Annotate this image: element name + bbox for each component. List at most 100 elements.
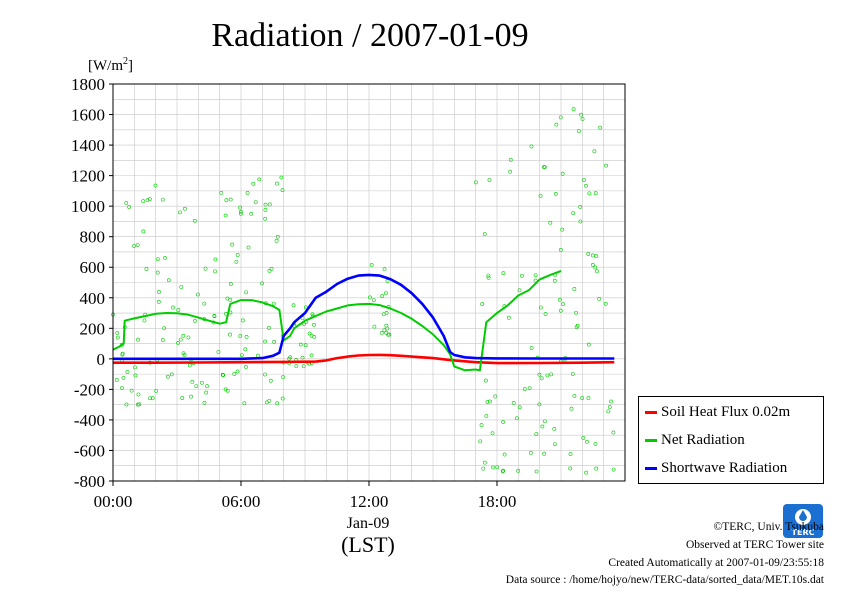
- scatter-point: [280, 396, 285, 401]
- scatter-point: [580, 117, 585, 121]
- scatter-point: [369, 263, 374, 267]
- scatter-point: [312, 322, 316, 327]
- scatter-point: [384, 330, 389, 335]
- scatter-point: [553, 192, 558, 196]
- grid-lines: [113, 83, 625, 482]
- y-tick-label: 200: [80, 319, 106, 338]
- scatter-point: [204, 390, 209, 395]
- y-tick-labels: 1800 1600 1400 1200 1000 800 600 400 200 0 -200 -40…: [71, 75, 113, 491]
- y-axis-label-base: [W/m: [88, 58, 123, 74]
- scatter-point: [522, 387, 527, 392]
- series-line-net-radiation: [112, 270, 562, 372]
- scatter-point: [309, 353, 314, 358]
- scatter-point: [560, 171, 565, 176]
- scatter-point: [576, 129, 581, 134]
- scatter-point: [263, 202, 268, 207]
- scatter-point: [263, 216, 268, 221]
- plot-frame: [112, 83, 626, 482]
- scatter-point: [372, 324, 377, 329]
- scatter-point: [371, 298, 376, 303]
- scatter-point: [163, 255, 167, 260]
- scatter-point: [221, 373, 226, 378]
- y-tick-label: 600: [80, 258, 106, 277]
- scatter-point: [256, 353, 260, 358]
- y-tick-label: 0: [97, 350, 106, 369]
- scatter-point: [538, 193, 543, 198]
- scatter-point: [534, 432, 539, 437]
- scatter-point: [133, 365, 137, 370]
- scatter-point: [473, 180, 478, 185]
- scatter-point: [575, 323, 580, 328]
- scatter-point: [484, 414, 489, 418]
- scatter-point: [586, 252, 591, 256]
- scatter-point: [202, 301, 207, 306]
- scatter-point: [479, 423, 484, 427]
- scatter-point: [194, 384, 199, 389]
- scatter-point: [529, 346, 534, 351]
- scatter-point: [160, 197, 165, 202]
- scatter-point: [187, 363, 192, 368]
- legend-label: Soil Heat Flux 0.02m: [661, 403, 791, 420]
- scatter-point: [481, 466, 486, 471]
- scatter-point: [275, 401, 280, 406]
- scatter-point: [287, 356, 292, 361]
- legend-item-shortwave-radiation: Shortwave Radiation: [645, 457, 787, 479]
- scatter-point: [597, 296, 602, 301]
- scatter-point: [155, 270, 160, 275]
- scatter-point: [595, 269, 599, 274]
- scatter-point: [558, 248, 563, 252]
- scatter-point: [251, 181, 256, 186]
- scatter-point: [225, 388, 230, 393]
- scatter-point: [611, 430, 616, 435]
- scatter-point: [300, 355, 305, 360]
- scatter-point: [592, 149, 597, 154]
- scatter-point: [384, 311, 389, 315]
- scatter-point: [125, 370, 130, 374]
- logo-text: TERC: [792, 528, 815, 537]
- scatter-point: [169, 372, 174, 377]
- scatter-point: [574, 310, 578, 315]
- scatter-point: [578, 219, 583, 224]
- scatter-point: [132, 244, 136, 248]
- scatter-point: [552, 427, 557, 431]
- scatter-point: [267, 398, 272, 403]
- scatter-point: [298, 342, 303, 347]
- scatter-point: [240, 318, 245, 323]
- footer-copyright: ©TERC, Univ. Tsukuba: [713, 521, 824, 533]
- scatter-point: [538, 305, 543, 310]
- scatter-point: [572, 394, 577, 398]
- scatter-point: [267, 326, 271, 330]
- legend-swatch-green: [645, 438, 657, 442]
- scatter-point: [244, 290, 248, 295]
- scatter-point: [508, 157, 513, 162]
- scatter-point: [568, 466, 573, 471]
- scatter-point: [133, 373, 138, 378]
- scatter-point: [487, 178, 492, 183]
- y-tick-label: -600: [74, 441, 105, 460]
- scatter-point: [483, 378, 488, 383]
- scatter-point: [249, 211, 254, 216]
- scatter-point: [213, 257, 218, 262]
- scatter-point: [579, 112, 584, 117]
- scatter-point: [171, 305, 175, 310]
- scatter-point: [520, 273, 524, 278]
- scatter-point: [203, 266, 208, 271]
- scatter-point: [500, 469, 505, 474]
- scatter-point: [263, 208, 268, 212]
- y-axis-label-sup: 2: [123, 56, 128, 67]
- scatter-point: [585, 439, 589, 444]
- scatter-point: [529, 144, 534, 149]
- scatter-point: [593, 265, 598, 270]
- y-tick-label: 800: [80, 228, 106, 247]
- scatter-point: [606, 409, 611, 414]
- y-axis-label: [W/m2]: [88, 56, 133, 74]
- scatter-point: [542, 451, 547, 456]
- scatter-point: [580, 396, 585, 400]
- scatter-point: [482, 232, 487, 237]
- scatter-point: [607, 405, 612, 409]
- scatter-point: [228, 297, 233, 302]
- scatter-point: [508, 169, 513, 174]
- scatter-point: [154, 389, 159, 393]
- scatter-point: [257, 177, 262, 182]
